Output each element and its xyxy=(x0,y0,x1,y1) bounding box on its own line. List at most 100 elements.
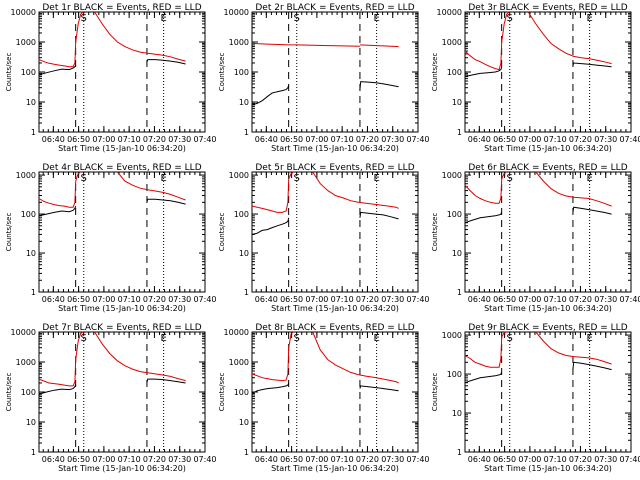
marker-letter-s: S xyxy=(294,333,300,344)
marker-letter-e: E xyxy=(160,13,166,24)
x-tick-label: 07:20 xyxy=(569,455,592,464)
marker-letter-e: E xyxy=(373,173,379,184)
y-tick-label: 10000 xyxy=(224,8,249,17)
x-tick-label: 06:50 xyxy=(493,295,516,304)
x-tick-label: 07:10 xyxy=(118,135,141,144)
x-tick-label: 06:50 xyxy=(493,455,516,464)
y-axis-label: Counts/sec xyxy=(218,373,226,412)
marker-letter-s: S xyxy=(507,13,513,24)
plot-frame xyxy=(251,171,419,293)
x-tick-label: 07:30 xyxy=(168,135,191,144)
events-series-line xyxy=(464,372,503,384)
y-tick-label: 100 xyxy=(234,388,249,397)
x-tick-label: 07:00 xyxy=(518,295,541,304)
y-tick-label: 1000 xyxy=(442,171,462,180)
x-tick-label: 07:10 xyxy=(118,295,141,304)
y-tick-label: 10 xyxy=(452,249,462,258)
plot-frame xyxy=(464,171,632,293)
y-tick-label: 10 xyxy=(26,418,36,427)
y-tick-label: 10 xyxy=(452,98,462,107)
lld-series-line xyxy=(312,171,399,209)
events-series-line xyxy=(359,385,399,392)
lld-series-line xyxy=(94,11,186,62)
plot-frame xyxy=(464,331,632,453)
panel-det-4: Det 4r BLACK = Events, RED = LLD Counts/s… xyxy=(5,163,217,313)
x-tick-label: 06:40 xyxy=(42,135,65,144)
y-tick-label: 100 xyxy=(234,210,249,219)
x-tick-label: 06:50 xyxy=(67,135,90,144)
x-tick-label: 07:40 xyxy=(406,295,429,304)
y-tick-label: 1 xyxy=(31,288,36,297)
x-tick-label: 07:30 xyxy=(381,135,404,144)
events-series-line xyxy=(251,382,290,394)
events-series-line xyxy=(572,361,612,371)
x-tick-label: 07:10 xyxy=(331,455,354,464)
plot-frame xyxy=(38,171,206,293)
x-tick-label: 07:20 xyxy=(143,455,166,464)
y-tick-label: 10000 xyxy=(11,8,36,17)
x-axis-label: Start Time (15-Jan-10 06:34:20) xyxy=(484,464,612,473)
x-tick-label: 07:40 xyxy=(619,135,640,144)
marker-letter-e: E xyxy=(373,13,379,24)
y-tick-label: 10 xyxy=(239,249,249,258)
x-tick-label: 07:20 xyxy=(143,295,166,304)
x-tick-label: 07:00 xyxy=(305,455,328,464)
marker-letter-s: S xyxy=(81,13,87,24)
x-tick-label: 06:50 xyxy=(67,295,90,304)
x-tick-label: 07:00 xyxy=(92,135,115,144)
y-tick-label: 1 xyxy=(244,128,249,137)
y-axis-label: Counts/sec xyxy=(431,53,439,92)
x-tick-label: 07:00 xyxy=(518,135,541,144)
y-tick-label: 10000 xyxy=(437,8,462,17)
events-series-line xyxy=(359,81,399,91)
panel-det-3: Det 3r BLACK = Events, RED = LLD Counts/s… xyxy=(431,3,640,153)
marker-letter-s: S xyxy=(294,13,300,24)
y-axis-label: Counts/sec xyxy=(218,53,226,92)
x-tick-label: 06:50 xyxy=(280,455,303,464)
panel-det-2: Det 2r BLACK = Events, RED = LLD Counts/s… xyxy=(218,3,430,153)
y-tick-label: 1 xyxy=(244,448,249,457)
x-tick-label: 07:10 xyxy=(331,135,354,144)
lld-series-line xyxy=(312,331,399,384)
y-tick-label: 100 xyxy=(234,68,249,77)
y-tick-label: 100 xyxy=(447,210,462,219)
y-tick-label: 10 xyxy=(26,98,36,107)
y-tick-label: 100 xyxy=(21,210,36,219)
x-tick-label: 06:40 xyxy=(42,455,65,464)
y-tick-label: 1000 xyxy=(16,38,36,47)
y-axis-label: Counts/sec xyxy=(431,373,439,412)
x-tick-label: 06:40 xyxy=(468,455,491,464)
plot-frame xyxy=(38,331,206,453)
y-tick-label: 1 xyxy=(31,448,36,457)
x-tick-label: 07:30 xyxy=(594,455,617,464)
lld-series-line xyxy=(38,11,84,68)
panel-det-5: Det 5r BLACK = Events, RED = LLD Counts/s… xyxy=(218,163,430,313)
y-tick-label: 100 xyxy=(21,388,36,397)
x-tick-label: 06:50 xyxy=(67,455,90,464)
plot-frame xyxy=(464,11,632,133)
y-tick-label: 1 xyxy=(31,128,36,137)
y-tick-label: 1000 xyxy=(16,171,36,180)
x-tick-label: 07:40 xyxy=(619,295,640,304)
marker-letter-s: S xyxy=(294,173,300,184)
panel-title: Det 5r BLACK = Events, RED = LLD xyxy=(255,163,414,173)
x-tick-label: 07:10 xyxy=(544,135,567,144)
panel-det-9: Det 9r BLACK = Events, RED = LLD Counts/s… xyxy=(431,323,640,473)
events-series-line xyxy=(146,198,186,205)
y-tick-label: 10 xyxy=(26,249,36,258)
events-series-line xyxy=(464,66,503,78)
plot-frame xyxy=(38,11,206,133)
x-tick-label: 07:10 xyxy=(544,295,567,304)
x-tick-label: 07:40 xyxy=(193,455,216,464)
marker-letter-s: S xyxy=(81,333,87,344)
events-series-line xyxy=(146,59,186,65)
events-series-line xyxy=(464,212,503,224)
y-axis-label: Counts/sec xyxy=(431,213,439,252)
lld-series-line xyxy=(38,171,81,208)
panel-title: Det 4r BLACK = Events, RED = LLD xyxy=(42,163,201,173)
x-tick-label: 07:00 xyxy=(305,295,328,304)
x-tick-label: 07:00 xyxy=(305,135,328,144)
x-tick-label: 06:50 xyxy=(280,295,303,304)
x-tick-label: 07:20 xyxy=(356,455,379,464)
panel-title: Det 1r BLACK = Events, RED = LLD xyxy=(42,3,201,13)
